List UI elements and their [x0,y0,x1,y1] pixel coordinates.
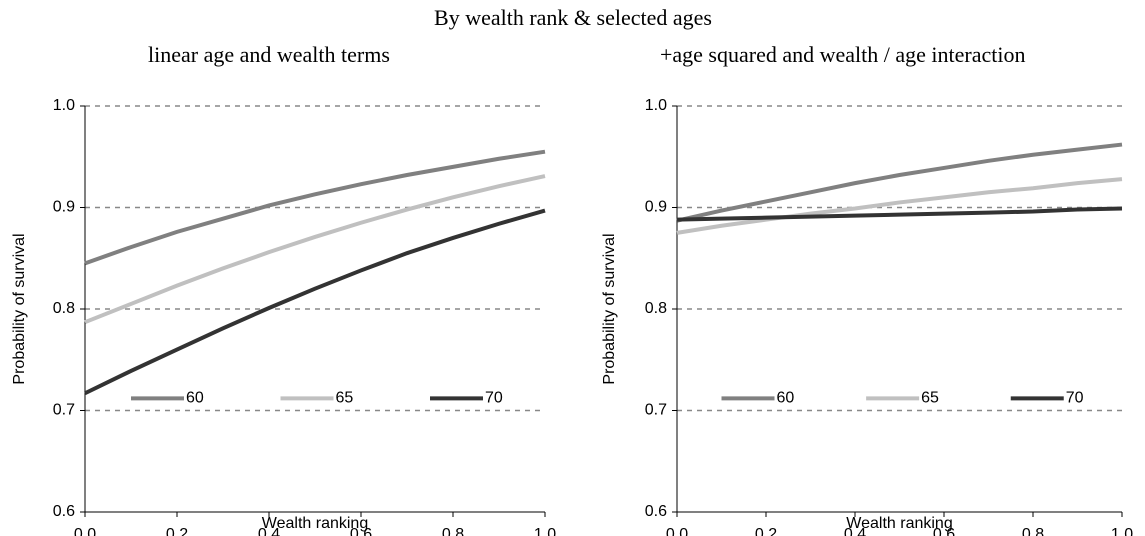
figure-title: By wealth rank & selected ages [434,5,712,30]
chart-title: +age squared and wealth / age interactio… [660,42,1025,67]
x-tick-label: 0.0 [74,526,96,536]
x-axis-label: Wealth ranking [262,515,368,532]
x-tick-label: 1.0 [1111,526,1133,536]
y-tick-label: 1.0 [53,97,75,114]
x-tick-label: 0.8 [442,526,464,536]
y-tick-label: 0.8 [53,300,75,317]
x-tick-label: 0.6 [933,526,955,536]
series-line [676,177,1123,235]
y-tick-label: 0.7 [53,402,75,419]
legend-label: 70 [1066,390,1084,407]
y-tick-label: 0.7 [645,402,667,419]
legend-label: 60 [777,390,795,407]
chart-title: linear age and wealth terms [148,42,390,67]
y-tick-label: 0.9 [645,199,667,216]
legend-label: 70 [485,390,503,407]
y-tick-label: 0.6 [53,503,75,520]
x-tick-label: 0.4 [844,526,866,536]
y-tick-label: 0.6 [645,503,667,520]
x-tick-label: 0.6 [350,526,372,536]
y-tick-label: 0.8 [645,300,667,317]
series-line [84,149,546,266]
x-tick-label: 0.0 [666,526,688,536]
x-tick-label: 0.2 [166,526,188,536]
x-tick-label: 0.8 [1022,526,1044,536]
series-line [676,206,1123,222]
y-axis-label: Probability of survival [11,233,28,384]
series-line [84,174,546,325]
y-tick-label: 1.0 [645,97,667,114]
x-axis-label: Wealth ranking [846,515,952,532]
series-line [676,142,1123,223]
x-tick-label: 0.4 [258,526,280,536]
x-tick-label: 0.2 [755,526,777,536]
y-axis-label: Probability of survival [601,233,618,384]
y-tick-label: 0.9 [53,199,75,216]
series-line [84,208,546,396]
legend-label: 60 [186,390,204,407]
x-tick-label: 1.0 [534,526,556,536]
legend-label: 65 [921,390,939,407]
legend-label: 65 [336,390,354,407]
